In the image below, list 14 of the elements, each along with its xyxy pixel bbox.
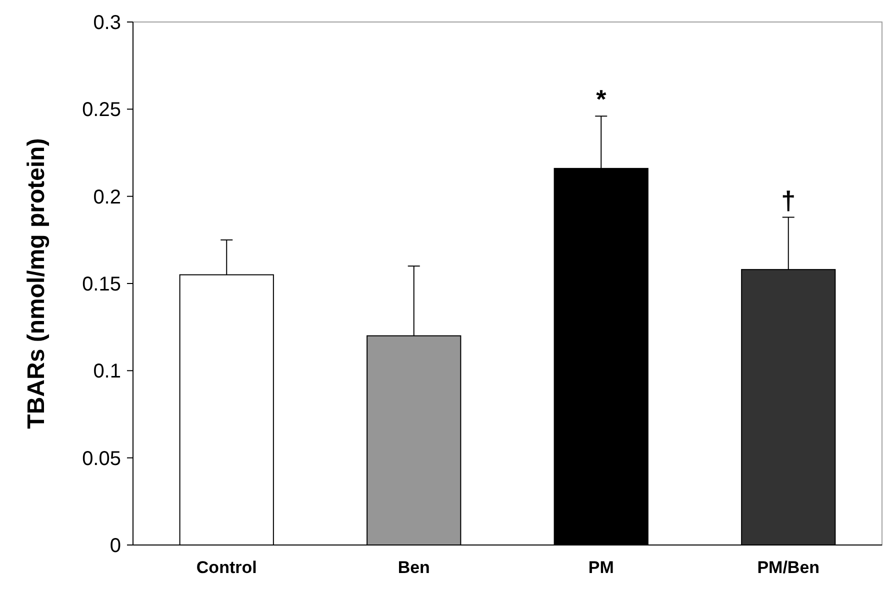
annotation: † xyxy=(781,185,796,216)
y-axis-title: TBARs (nmol/mg protein) xyxy=(23,138,50,429)
y-tick-label: 0.2 xyxy=(93,186,121,208)
annotation: * xyxy=(596,84,608,114)
y-tick-label: 0.25 xyxy=(82,99,121,122)
y-tick-label: 0.3 xyxy=(93,12,121,34)
y-tick-label: 0.1 xyxy=(93,360,121,383)
x-tick-label: PM xyxy=(588,558,614,577)
x-tick-label: Ben xyxy=(398,558,430,577)
y-tick-label: 0 xyxy=(110,535,121,557)
x-tick-label: PM/Ben xyxy=(757,558,820,577)
x-tick-label: Control xyxy=(196,558,257,577)
y-tick-label: 0.15 xyxy=(82,274,121,296)
y-tick-label: 0.05 xyxy=(82,448,121,470)
